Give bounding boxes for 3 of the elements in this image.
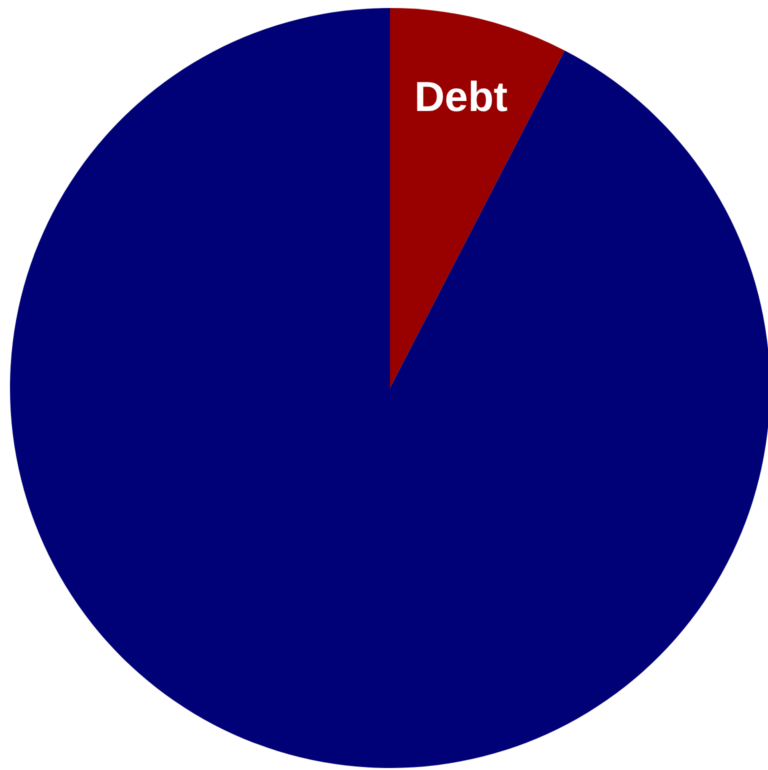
pie-slice [390, 8, 565, 388]
slice-label: Debt [414, 72, 508, 120]
pie-slice [10, 8, 768, 768]
